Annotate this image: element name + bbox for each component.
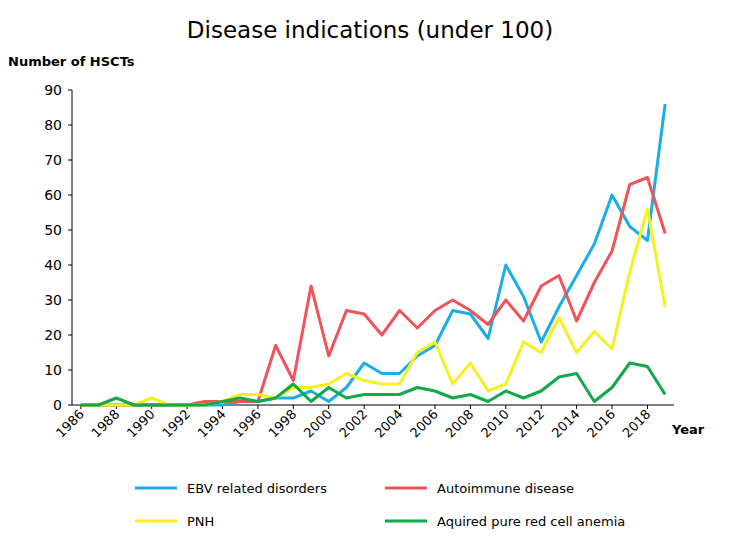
legend-swatch	[135, 487, 177, 490]
x-tick-label: 1998	[265, 407, 299, 441]
x-tick	[293, 405, 294, 409]
x-tick	[612, 405, 613, 409]
series-line	[81, 178, 665, 406]
legend-swatch	[135, 520, 177, 523]
x-axis-label: Year	[671, 422, 705, 437]
y-tick-label: 60	[44, 187, 62, 203]
x-tick-label: 1988	[88, 407, 122, 441]
y-tick-label: 10	[44, 362, 62, 378]
legend-label: Aquired pure red cell anemia	[437, 514, 625, 529]
x-tick	[328, 405, 329, 409]
legend-item: EBV related disorders	[135, 481, 327, 496]
x-tick	[434, 405, 435, 409]
legend-item: Aquired pure red cell anemia	[385, 514, 625, 529]
x-tick-label: 2016	[584, 407, 618, 441]
series-line	[81, 363, 665, 405]
y-tick-label: 0	[53, 397, 62, 413]
y-tick-label: 30	[44, 292, 62, 308]
y-tick-label: 80	[44, 117, 62, 133]
series-line	[81, 104, 665, 405]
x-tick-label: 2014	[549, 407, 583, 441]
y-tick	[68, 195, 72, 196]
legend-item: Autoimmune disease	[385, 481, 574, 496]
y-tick-label: 40	[44, 257, 62, 273]
legend-swatch	[385, 487, 427, 490]
x-tick-label: 2004	[372, 407, 406, 441]
x-tick-label: 1986	[53, 407, 87, 441]
legend-label: PNH	[187, 514, 214, 529]
legend-swatch	[385, 520, 427, 523]
x-tick	[541, 405, 542, 409]
x-tick	[576, 405, 577, 409]
chart: Disease indications (under 100) Number of…	[0, 0, 740, 555]
y-tick-label: 90	[44, 82, 62, 98]
y-tick	[68, 160, 72, 161]
y-tick	[68, 370, 72, 371]
y-tick	[68, 300, 72, 301]
x-tick-label: 1994	[195, 407, 229, 441]
y-axis	[72, 90, 73, 405]
y-tick	[68, 90, 72, 91]
y-tick	[68, 335, 72, 336]
x-tick	[505, 405, 506, 409]
x-tick-label: 2002	[336, 407, 370, 441]
x-tick-label: 2018	[620, 407, 654, 441]
y-tick	[68, 265, 72, 266]
title: Disease indications (under 100)	[187, 17, 553, 43]
y-tick-label: 50	[44, 222, 62, 238]
x-tick-label: 2012	[513, 407, 547, 441]
y-tick	[68, 405, 72, 406]
x-tick-label: 2010	[478, 407, 512, 441]
x-tick	[470, 405, 471, 409]
legend-label: EBV related disorders	[187, 481, 327, 496]
y-tick-label: 20	[44, 327, 62, 343]
x-tick-label: 1996	[230, 407, 264, 441]
y-axis-label: Number of HSCTs	[8, 54, 135, 69]
y-tick-label: 70	[44, 152, 62, 168]
x-tick-label: 1990	[124, 407, 158, 441]
x-tick-label: 2008	[442, 407, 476, 441]
x-tick	[399, 405, 400, 409]
x-tick-label: 2006	[407, 407, 441, 441]
series-line	[81, 209, 665, 405]
y-tick	[68, 230, 72, 231]
x-tick	[257, 405, 258, 409]
plot-area	[81, 104, 665, 405]
x-tick	[647, 405, 648, 409]
x-tick-label: 1992	[159, 407, 193, 441]
legend-item: PNH	[135, 514, 214, 529]
x-tick-label: 2000	[301, 407, 335, 441]
legend-label: Autoimmune disease	[437, 481, 574, 496]
x-tick	[364, 405, 365, 409]
y-tick	[68, 125, 72, 126]
